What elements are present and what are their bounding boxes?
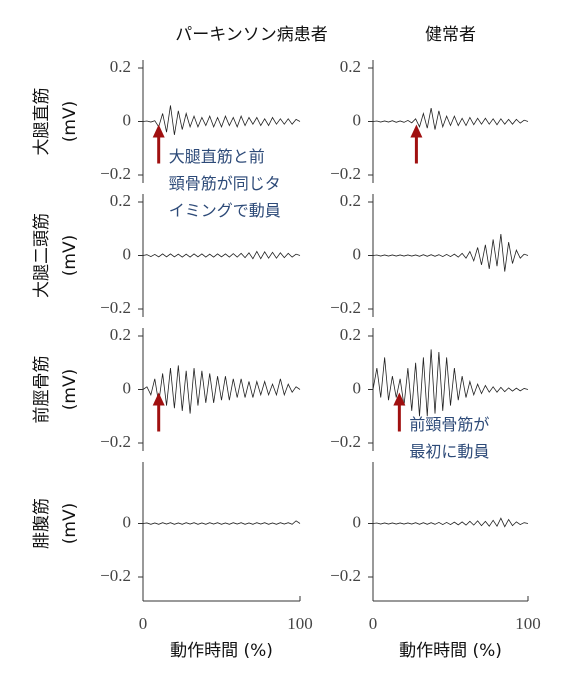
y-tick-label: −0.2 <box>330 432 361 451</box>
y-tick-label: 0.2 <box>340 191 361 210</box>
y-tick-label: −0.2 <box>330 164 361 183</box>
annotation: 大腿直筋と前 <box>169 147 265 166</box>
x-axis-label: 動作時間 (%) <box>170 641 273 661</box>
annotation: イミングで動員 <box>169 201 281 220</box>
y-axis-label: (mV) <box>60 369 80 410</box>
y-tick-label: −0.2 <box>100 432 131 451</box>
arrow-head <box>152 124 165 138</box>
y-axis-label: (mV) <box>60 503 80 544</box>
y-tick-label: −0.2 <box>330 298 361 317</box>
y-tick-label: −0.2 <box>100 566 131 585</box>
annotation: 最初に動員 <box>409 442 489 461</box>
x-tick-label: 0 <box>369 614 378 633</box>
x-tick-label: 0 <box>139 614 148 633</box>
y-tick-label: 0.2 <box>110 57 131 76</box>
y-tick-label: 0 <box>353 512 362 531</box>
emg-line <box>372 517 529 528</box>
y-tick-label: 0 <box>123 378 132 397</box>
y-tick-label: 0 <box>353 244 362 263</box>
y-axis-label: (mV) <box>60 235 80 276</box>
emg-line <box>142 250 301 260</box>
arrow-head <box>152 392 165 406</box>
annotation: 前頸骨筋が <box>409 415 489 434</box>
y-axis-label: 大腿二頭筋 <box>32 213 52 298</box>
y-axis-label: 腓腹筋 <box>32 498 52 549</box>
y-tick-label: 0.2 <box>110 191 131 210</box>
y-tick-label: 0 <box>353 110 362 129</box>
arrow-head <box>393 392 406 406</box>
x-tick-label: 100 <box>515 614 541 633</box>
y-axis-label: 前脛骨筋 <box>32 356 52 424</box>
emg-line <box>372 349 529 417</box>
y-tick-label: 0 <box>123 110 132 129</box>
y-tick-label: 0.2 <box>110 325 131 344</box>
y-tick-label: 0.2 <box>340 325 361 344</box>
x-tick-label: 100 <box>287 614 313 633</box>
y-tick-label: −0.2 <box>100 164 131 183</box>
column-title: パーキンソン病患者 <box>175 25 328 45</box>
emg-line <box>142 105 301 135</box>
y-tick-label: 0.2 <box>340 57 361 76</box>
emg-line <box>142 520 301 525</box>
emg-line <box>372 108 529 130</box>
y-tick-label: −0.2 <box>100 298 131 317</box>
emg-line <box>372 234 529 272</box>
emg-line <box>142 365 301 414</box>
x-axis-label: 動作時間 (%) <box>399 641 502 661</box>
y-tick-label: 0 <box>123 512 132 531</box>
column-title: 健常者 <box>425 25 476 45</box>
y-tick-label: −0.2 <box>330 566 361 585</box>
y-tick-label: 0 <box>123 244 132 263</box>
y-tick-label: 0 <box>353 378 362 397</box>
arrow-head <box>410 124 423 138</box>
annotation: 頸骨筋が同じタ <box>169 174 281 193</box>
y-axis-label: (mV) <box>60 101 80 142</box>
y-axis-label: 大腿直筋 <box>32 88 52 156</box>
